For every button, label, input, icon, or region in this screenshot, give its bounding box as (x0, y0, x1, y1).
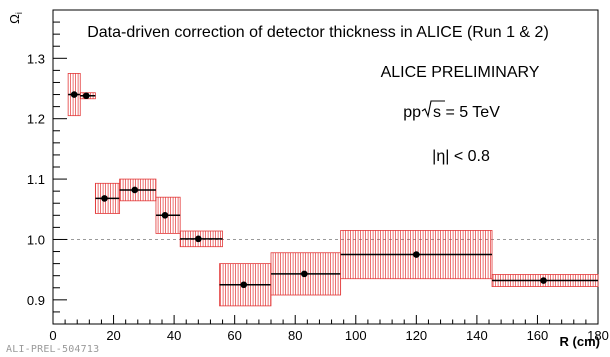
y-axis-label: Ωi (7, 12, 24, 24)
data-point (70, 91, 78, 98)
data-point (195, 235, 202, 243)
x-tick-label: 140 (466, 328, 488, 343)
y-tick-label: 1.2 (27, 112, 45, 127)
system-label: pp (403, 104, 421, 121)
eta-cut-label: |η| < 0.8 (432, 148, 490, 165)
sqrt-symbol (421, 100, 445, 118)
x-tick-label: 180 (587, 328, 609, 343)
x-tick-label: 120 (405, 328, 427, 343)
energy-label: s = 5 TeV (433, 104, 500, 121)
y-tick-label: 0.9 (27, 293, 45, 308)
y-tick-label: 1.0 (27, 232, 45, 247)
data-point (131, 186, 139, 194)
watermark: ALI-PREL-504713 (6, 344, 100, 355)
x-tick-label: 100 (345, 328, 367, 343)
x-tick-label: 20 (106, 328, 120, 343)
energy-annotation: pp s = 5 TeV (403, 100, 500, 121)
preliminary-label: ALICE PRELIMINARY (381, 64, 540, 81)
y-tick-label: 1.1 (27, 172, 45, 187)
x-tick-label: 160 (527, 328, 549, 343)
data-point (540, 277, 547, 284)
data-point (413, 251, 420, 258)
data-point (101, 195, 108, 202)
x-axis-label: R (cm) (560, 334, 600, 349)
x-tick-label: 60 (227, 328, 241, 343)
x-tick-label: 80 (288, 328, 302, 343)
plot-area: 0 20 40 60 80 100 120 140 160 180 0.9 1.0 1.1 1.2 1.3 (27, 9, 609, 343)
chart-title: Data-driven correction of detector thick… (87, 24, 549, 41)
x-tick-label: 40 (167, 328, 181, 343)
y-tick-label: 1.3 (27, 51, 45, 66)
data-point (301, 270, 308, 278)
data-point (83, 92, 90, 100)
x-tick-label: 0 (49, 328, 56, 343)
data-point (240, 281, 248, 289)
data-point (161, 212, 169, 219)
